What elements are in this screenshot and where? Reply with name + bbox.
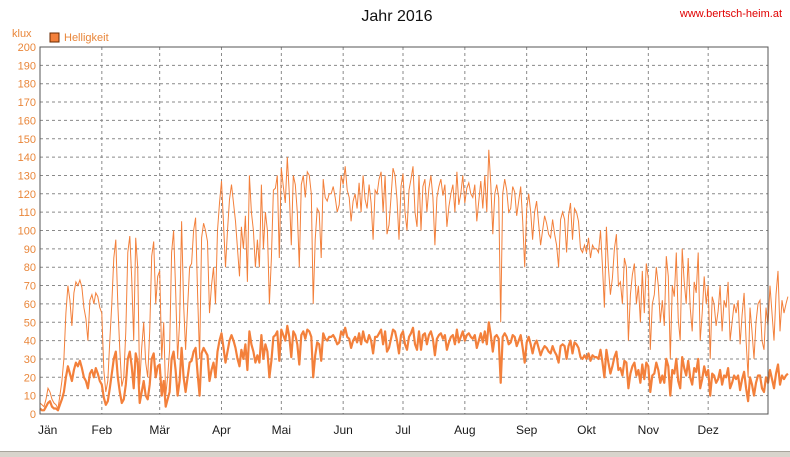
y-tick-label: 50 (24, 317, 36, 329)
y-tick-label: 10 (24, 391, 36, 403)
x-tick-label: Mär (149, 423, 170, 437)
x-tick-label: Sep (516, 423, 538, 437)
y-tick-label: 150 (18, 134, 36, 146)
x-tick-label: Okt (577, 423, 596, 437)
x-tick-label: Feb (91, 423, 112, 437)
y-tick-label: 60 (24, 299, 36, 311)
y-tick-label: 100 (18, 226, 36, 238)
x-tick-label: Jun (333, 423, 352, 437)
y-tick-label: 130 (18, 170, 36, 182)
y-tick-label: 110 (18, 207, 36, 219)
y-tick-label: 120 (18, 189, 36, 201)
x-axis-ticks: Jän Feb Mär Apr Mai Jun Jul Aug Sep Okt Nov Dez (38, 423, 719, 437)
legend-swatch (49, 32, 60, 43)
y-tick-label: 30 (24, 354, 36, 366)
y-axis-ticks: 0 10 20 30 40 50 60 70 80 90 100 110 120 130 140 150 160… (18, 42, 36, 421)
series-line-mean (39, 321, 789, 412)
y-tick-label: 200 (18, 42, 36, 54)
y-tick-label: 80 (24, 262, 36, 274)
x-tick-label: Mai (272, 423, 291, 437)
y-tick-label: 190 (18, 60, 36, 72)
series-lines (39, 149, 789, 412)
y-tick-label: 20 (24, 372, 36, 384)
y-axis-unit: klux (12, 28, 32, 40)
x-tick-label: Aug (454, 423, 475, 437)
series-line-max (39, 149, 789, 411)
y-tick-label: 180 (18, 79, 36, 91)
y-tick-label: 90 (24, 244, 36, 256)
status-bar (0, 451, 790, 457)
x-tick-label: Apr (212, 423, 231, 437)
y-tick-label: 70 (24, 281, 36, 293)
y-tick-label: 0 (30, 409, 36, 421)
legend: Helligkeit (49, 32, 109, 44)
x-tick-label: Jul (395, 423, 410, 437)
y-tick-label: 160 (18, 115, 36, 127)
x-tick-label: Jän (38, 423, 57, 437)
x-tick-label: Dez (697, 423, 718, 437)
x-tick-label: Nov (638, 423, 659, 437)
legend-label: Helligkeit (64, 32, 109, 44)
y-tick-label: 40 (24, 336, 36, 348)
y-tick-label: 170 (18, 97, 36, 109)
chart-title: Jahr 2016 (361, 8, 432, 25)
watermark-link[interactable]: www.bertsch-heim.at (679, 8, 782, 20)
plot-frame (39, 46, 769, 415)
y-tick-label: 140 (18, 152, 36, 164)
